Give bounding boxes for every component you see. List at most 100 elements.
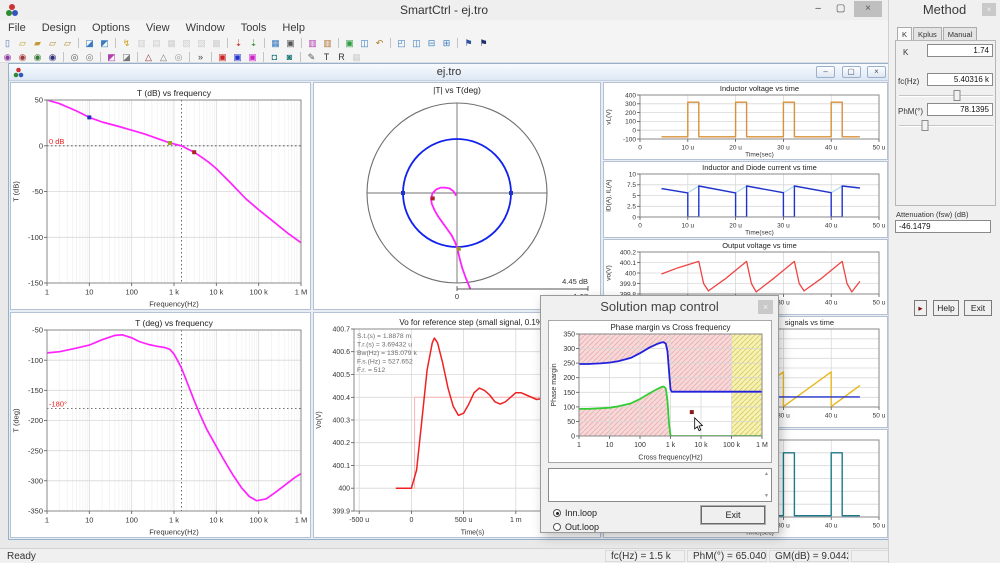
main-titlebar[interactable]: SmartCtrl - ej.tro – ▢ × (0, 0, 888, 20)
save-icon[interactable]: ▣ (284, 37, 297, 49)
bolt-icon[interactable]: ↯ (120, 37, 133, 49)
svg-text:250: 250 (563, 361, 575, 368)
menu-view[interactable]: View (138, 20, 178, 36)
sensor-b-icon[interactable]: ◎ (83, 51, 96, 63)
menu-file[interactable]: File (0, 20, 34, 36)
list-scroll-up-icon[interactable]: ▲ (764, 471, 769, 477)
probe-r-icon[interactable]: R (335, 51, 348, 63)
paste-icon[interactable]: ▤ (150, 37, 163, 49)
fc-slider-thumb[interactable] (954, 90, 961, 101)
merge-icon[interactable]: ▧ (180, 37, 193, 49)
radio-inner-loop-dot[interactable] (553, 509, 561, 517)
image-export-icon[interactable]: ▣ (343, 37, 356, 49)
list-scroll-down-icon[interactable]: ▼ (764, 493, 769, 499)
plant-gray-icon[interactable]: ◪ (120, 51, 133, 63)
minimize-icon[interactable]: – (809, 0, 827, 18)
window-cascade-icon[interactable]: ◰ (395, 37, 408, 49)
expand-arrow-button[interactable]: ▸ (914, 300, 927, 316)
menu-options[interactable]: Options (84, 20, 138, 36)
svg-text:100: 100 (125, 288, 138, 297)
window-tile-vertical-icon[interactable]: ◫ (410, 37, 423, 49)
restore-icon[interactable]: ▢ (832, 0, 850, 18)
folder-import-icon[interactable]: ▱ (46, 37, 59, 49)
clipboard-a-icon[interactable]: ▨ (195, 37, 208, 49)
chevron-more-icon[interactable]: » (194, 51, 207, 63)
menu-design[interactable]: Design (34, 20, 84, 36)
solution-list-box[interactable]: ▲ ▼ (548, 468, 772, 502)
menu-tools[interactable]: Tools (233, 20, 275, 36)
flag-navy-icon[interactable]: ⚑ (477, 37, 490, 49)
menu-window[interactable]: Window (178, 20, 233, 36)
arrow-down-red-icon[interactable]: ⇣ (232, 37, 245, 49)
loop-design-red-icon[interactable]: ◉ (16, 51, 29, 63)
loop-red-icon[interactable]: ▣ (216, 51, 229, 63)
regulator-b-icon[interactable]: △ (157, 51, 170, 63)
svg-text:-200: -200 (28, 416, 43, 425)
solution-map-chart[interactable]: 1101001 k10 k100 k1 M0501001502002503003… (549, 321, 771, 462)
flag-blue-icon[interactable]: ⚑ (462, 37, 475, 49)
loop-design-navy-icon[interactable]: ◉ (46, 51, 59, 63)
dialog-close-icon[interactable]: × (758, 300, 773, 314)
open-folder-icon[interactable]: ▰ (31, 37, 44, 49)
import-data-icon[interactable]: ◪ (83, 37, 96, 49)
new-file-icon[interactable]: ▯ (1, 37, 14, 49)
child-restore-icon[interactable]: ▢ (842, 66, 861, 78)
phm-slider[interactable] (899, 125, 993, 127)
tab-k[interactable]: K (897, 27, 912, 41)
tab-kplus[interactable]: Kplus (913, 27, 942, 41)
tab-manual[interactable]: Manual (943, 27, 978, 41)
loop-magenta-icon[interactable]: ▣ (246, 51, 259, 63)
chart-magenta-icon[interactable]: ▥ (306, 37, 319, 49)
probe-t-icon[interactable]: T (320, 51, 333, 63)
loop-design-green-icon[interactable]: ◉ (31, 51, 44, 63)
svg-text:20 u: 20 u (729, 223, 742, 230)
arrow-down-green-icon[interactable]: ⇣ (247, 37, 260, 49)
grid-extra-icon[interactable]: ▦ (350, 51, 363, 63)
svg-text:-500 u: -500 u (349, 517, 369, 524)
panel-toggle-icon[interactable]: ◫ (358, 37, 371, 49)
plant-magenta-icon[interactable]: ◩ (105, 51, 118, 63)
attenuation-field[interactable]: -46.1479 (895, 220, 991, 233)
comparator-icon[interactable]: ◎ (172, 51, 185, 63)
dialog-exit-button[interactable]: Exit (701, 506, 765, 524)
grid-view-icon[interactable]: ▦ (269, 37, 282, 49)
menu-help[interactable]: Help (274, 20, 313, 36)
undo-icon[interactable]: ↶ (373, 37, 386, 49)
regulator-a-icon[interactable]: △ (142, 51, 155, 63)
child-window-icon (13, 67, 24, 78)
open-files-icon[interactable]: ▱ (16, 37, 29, 49)
duplicate-icon[interactable]: ▦ (165, 37, 178, 49)
phm-field[interactable]: 78.1395 (927, 103, 993, 116)
radio-outer-loop[interactable]: Out.loop (553, 522, 599, 532)
loop-design-purple-icon[interactable]: ◉ (1, 51, 14, 63)
clipboard-b-icon[interactable]: ▩ (210, 37, 223, 49)
window-tile-horizontal-icon[interactable]: ⊟ (425, 37, 438, 49)
k-field[interactable]: 1.74 (927, 44, 993, 57)
dialog-titlebar[interactable]: Solution map control × (541, 296, 778, 318)
scope-a-icon[interactable]: ◘ (268, 51, 281, 63)
sensor-a-icon[interactable]: ◎ (68, 51, 81, 63)
child-minimize-icon[interactable]: – (816, 66, 835, 78)
folder-export-icon[interactable]: ▱ (61, 37, 74, 49)
toolbar-design: ◉◉◉◉◎◎◩◪△△◎»▣▣▣◘◙✎TR▦ (0, 50, 888, 63)
export-data-icon[interactable]: ◩ (98, 37, 111, 49)
fc-field[interactable]: 5.40316 k (927, 73, 993, 86)
radio-inner-loop[interactable]: Inn.loop (553, 508, 597, 518)
scope-b-icon[interactable]: ◙ (283, 51, 296, 63)
copy-icon[interactable]: ▥ (135, 37, 148, 49)
child-close-icon[interactable]: × (867, 66, 886, 78)
toolbar-separator (189, 52, 190, 62)
phm-slider-thumb[interactable] (922, 120, 929, 131)
child-titlebar[interactable]: ej.tro – ▢ × (9, 64, 889, 81)
exit-button[interactable]: Exit (964, 300, 992, 316)
window-grid-icon[interactable]: ⊞ (440, 37, 453, 49)
method-close-icon[interactable]: × (982, 3, 996, 16)
pen-icon[interactable]: ✎ (305, 51, 318, 63)
loop-blue-icon[interactable]: ▣ (231, 51, 244, 63)
chart-orange-icon[interactable]: ▥ (321, 37, 334, 49)
help-button[interactable]: Help (933, 300, 959, 316)
radio-outer-loop-dot[interactable] (553, 523, 561, 531)
svg-text:300: 300 (625, 101, 636, 108)
fc-slider[interactable] (899, 95, 993, 97)
close-icon[interactable]: × (854, 1, 882, 17)
